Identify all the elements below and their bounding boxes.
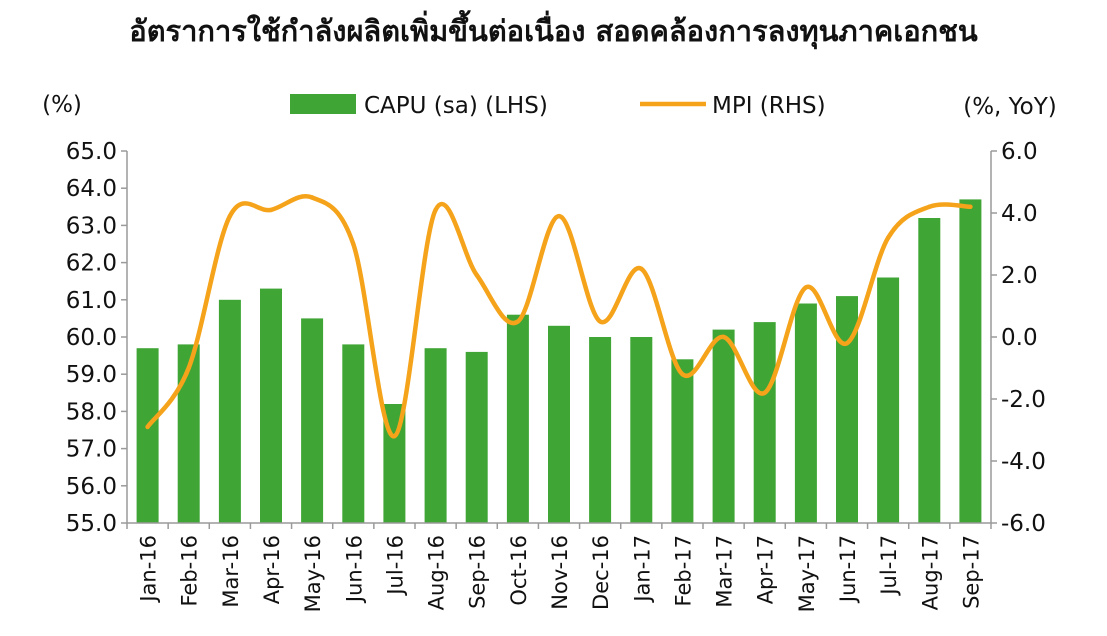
x-tick-label: Jun-16 xyxy=(342,535,366,604)
capu-bar-Mar-16 xyxy=(218,299,241,523)
right-tick-label: 4.0 xyxy=(1001,201,1038,227)
x-tick-label: May-16 xyxy=(301,535,325,612)
mpi-point-Aug-16 xyxy=(433,207,438,213)
left-tick-label: 55.0 xyxy=(66,511,117,537)
mpi-point-Jan-17 xyxy=(639,266,644,271)
mpi-point-Sep-16 xyxy=(474,272,479,278)
capu-bar-Jan-16 xyxy=(136,348,159,523)
capu-bar-Sep-17 xyxy=(959,199,982,523)
left-axis-unit: (%) xyxy=(42,92,82,118)
left-tick-label: 61.0 xyxy=(66,288,117,314)
x-tick-label: Sep-17 xyxy=(959,535,983,609)
mpi-point-Apr-17 xyxy=(762,390,767,395)
mpi-line xyxy=(145,194,973,439)
legend-capu-label: CAPU (sa) (LHS) xyxy=(364,93,548,119)
left-tick-label: 63.0 xyxy=(66,213,117,239)
right-tick-label: 0.0 xyxy=(1001,325,1038,351)
capu-bar-May-16 xyxy=(301,318,324,523)
mpi-point-Aug-17 xyxy=(927,204,932,209)
capu-bar-Oct-16 xyxy=(506,314,529,523)
right-tick-label: -4.0 xyxy=(1001,449,1046,475)
left-tick-label: 59.0 xyxy=(66,362,117,388)
mpi-point-May-16 xyxy=(309,195,315,200)
mpi-point-Oct-16 xyxy=(515,319,521,324)
mpi-point-Mar-17 xyxy=(721,334,726,340)
capu-bar-Apr-16 xyxy=(260,288,282,523)
chart-title: อัตราการใช้กำลังผลิตเพิ่มขึ้นต่อเนื่อง ส… xyxy=(129,14,978,48)
mpi-point-Nov-16 xyxy=(556,213,562,219)
capu-bar-May-17 xyxy=(794,303,817,523)
x-tick-label: Jun-17 xyxy=(836,535,860,604)
legend-capu-swatch xyxy=(290,94,356,114)
mpi-point-May-17 xyxy=(803,285,809,290)
mpi-point-Jun-16 xyxy=(351,241,356,247)
mpi-point-Dec-16 xyxy=(597,319,603,324)
capu-bar-Jun-17 xyxy=(836,296,858,523)
x-tick-label: Mar-16 xyxy=(219,535,243,608)
mpi-point-Jul-16 xyxy=(392,434,397,439)
capu-bar-Jan-17 xyxy=(630,337,653,523)
capu-bar-Feb-16 xyxy=(177,344,200,523)
x-tick-label: Aug-16 xyxy=(425,535,449,610)
mpi-point-Jan-16 xyxy=(145,424,150,430)
x-tick-label: Feb-17 xyxy=(671,535,695,606)
x-tick-label: Apr-16 xyxy=(260,535,284,604)
mpi-point-Jul-17 xyxy=(885,235,891,240)
left-tick-label: 56.0 xyxy=(66,474,117,500)
x-tick-label: Sep-16 xyxy=(466,535,490,609)
mpi-point-Mar-16 xyxy=(227,213,233,219)
right-axis-unit: (%, YoY) xyxy=(963,94,1057,120)
x-tick-label: Mar-17 xyxy=(713,535,737,608)
x-tick-label: Nov-16 xyxy=(548,535,572,610)
capu-bar-Sep-16 xyxy=(465,351,488,523)
left-tick-label: 65.0 xyxy=(66,139,117,165)
capu-bar-Apr-17 xyxy=(753,322,776,523)
left-tick-label: 64.0 xyxy=(66,176,117,202)
capu-bar-Jul-17 xyxy=(877,277,900,523)
right-tick-label: -2.0 xyxy=(1001,387,1046,413)
right-tick-label: -6.0 xyxy=(1001,511,1046,537)
right-tick-label: 2.0 xyxy=(1001,263,1038,289)
left-tick-label: 58.0 xyxy=(66,399,117,425)
x-tick-label: Jan-16 xyxy=(137,535,161,604)
mpi-point-Sep-17 xyxy=(968,204,973,209)
mpi-point-Jun-17 xyxy=(844,341,850,346)
left-tick-label: 60.0 xyxy=(66,325,117,351)
mpi-point-Apr-16 xyxy=(268,207,274,213)
x-tick-label: Apr-17 xyxy=(754,535,778,604)
capu-bar-Jun-16 xyxy=(342,344,365,523)
x-tick-label: Dec-16 xyxy=(589,535,613,610)
capu-bar-Aug-16 xyxy=(424,348,447,523)
capu-bar-Nov-16 xyxy=(548,325,570,523)
left-tick-label: 62.0 xyxy=(66,251,117,277)
x-tick-label: Aug-17 xyxy=(918,535,942,610)
x-tick-label: Feb-16 xyxy=(178,535,202,606)
x-tick-label: Jul-16 xyxy=(383,535,407,597)
capu-bar-Feb-17 xyxy=(671,359,694,523)
x-tick-label: Oct-16 xyxy=(507,535,531,606)
capu-bar-Dec-16 xyxy=(589,337,612,523)
capu-bar-Mar-17 xyxy=(712,329,735,523)
left-tick-label: 57.0 xyxy=(66,437,117,463)
x-tick-label: Jan-17 xyxy=(630,535,654,604)
mpi-point-Feb-17 xyxy=(680,372,685,377)
capu-bar-Aug-17 xyxy=(918,218,941,523)
x-tick-label: Jul-17 xyxy=(877,535,901,597)
mpi-point-Feb-16 xyxy=(186,365,191,371)
x-tick-label: May-17 xyxy=(795,535,819,612)
legend-mpi-label: MPI (RHS) xyxy=(712,93,826,119)
right-tick-label: 6.0 xyxy=(1001,139,1038,165)
